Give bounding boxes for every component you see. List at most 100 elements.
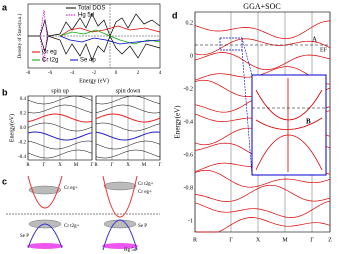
k-label: X	[256, 237, 261, 243]
subplot-title: spin down	[116, 88, 141, 94]
band	[27, 140, 93, 150]
level-label: Cr t2g+	[64, 224, 80, 229]
band	[95, 131, 161, 141]
band	[95, 104, 161, 114]
k-label: R	[193, 237, 197, 243]
x-tick-label: 0	[115, 71, 118, 76]
legend-entry: Hg 5d	[78, 13, 94, 19]
panel-label: d	[172, 10, 178, 20]
k-label: Γ	[111, 163, 114, 168]
band	[194, 20, 331, 39]
annotation: B	[306, 118, 311, 126]
x-label: Energy (eV)	[79, 77, 109, 84]
annotation: A	[312, 36, 317, 44]
y-tick-label: -0.6	[184, 152, 194, 158]
k-label: R	[26, 163, 30, 168]
band	[27, 95, 93, 105]
subplot-title: spin up	[51, 88, 69, 94]
level-label: Cr t2g+	[138, 182, 154, 187]
x-tick-label: 4	[159, 71, 162, 76]
k-label: M	[282, 237, 288, 243]
y-tick-label: 0	[190, 53, 193, 59]
level-label: Se P	[20, 234, 29, 239]
band	[27, 175, 63, 209]
inset-band	[255, 78, 323, 172]
y-tick-label: -0.8	[184, 185, 194, 191]
se-dos	[59, 35, 161, 45]
inset	[251, 74, 327, 176]
y-tick-label: -0.4	[184, 119, 194, 125]
band	[194, 38, 331, 56]
k-label: X	[126, 163, 130, 168]
legend-entry: Total DOS	[78, 6, 105, 12]
y-tick-label: -0.4	[18, 155, 26, 160]
level	[103, 219, 137, 229]
zoom-line	[241, 37, 253, 76]
level-label: Cr eg+	[138, 190, 152, 195]
y-tick-label: -0.2	[184, 86, 194, 92]
band	[194, 52, 331, 70]
total-dos	[28, 13, 161, 61]
k-label: Γ	[159, 163, 162, 168]
level-label: Hg 5d	[124, 248, 137, 253]
chart-title: GGA+SOC	[243, 2, 280, 11]
k-label: Γ	[43, 163, 46, 168]
level	[103, 181, 137, 191]
k-label: Γ	[310, 237, 314, 243]
y-tick-label: -1	[188, 218, 193, 224]
annotation: EF	[320, 47, 328, 53]
cr-eg-dos	[59, 25, 161, 37]
k-label: R	[94, 163, 98, 168]
legend-entry: Cr t2g	[42, 58, 58, 64]
k-label: Γ	[229, 237, 233, 243]
x-tick-label: 2	[137, 71, 140, 76]
y-label: Energy(eV)	[8, 114, 15, 142]
panel-label: b	[2, 87, 8, 97]
band	[27, 131, 93, 141]
band	[95, 140, 161, 150]
panel-label: a	[2, 2, 8, 12]
y-label: Density of States(a.u.)	[18, 13, 23, 58]
x-tick-label: -2	[92, 71, 97, 76]
band	[27, 113, 93, 123]
band	[27, 149, 93, 159]
band	[27, 122, 93, 132]
k-label: M	[142, 163, 147, 168]
x-tick-label: -8	[26, 71, 31, 76]
y-tick-label: 0.4	[20, 97, 27, 102]
band	[27, 223, 63, 249]
band	[194, 66, 331, 85]
x-tick-label: -4	[70, 71, 75, 76]
k-label: Γ	[91, 163, 94, 168]
x-tick-label: -6	[48, 71, 53, 76]
y-tick-label: -0.2	[18, 141, 26, 146]
zoom-box	[219, 37, 243, 51]
band	[27, 104, 93, 114]
band	[194, 200, 331, 218]
y-tick-label: 0.2	[20, 112, 27, 117]
level	[28, 185, 62, 195]
band	[194, 217, 331, 233]
k-label: Z	[328, 237, 332, 243]
panel-label: c	[2, 176, 7, 186]
level	[27, 243, 63, 249]
legend-entry: Cr eg	[42, 50, 57, 56]
hg-dos	[39, 9, 48, 63]
band	[95, 113, 161, 123]
y-label: Energy(eV)	[174, 105, 182, 139]
band	[102, 219, 138, 251]
y-tick-label: 0.0	[20, 126, 27, 131]
band	[194, 169, 331, 188]
legend-entry: Se 4p	[80, 58, 96, 64]
band	[102, 175, 138, 218]
k-label: M	[74, 163, 79, 168]
level-label: Se P	[138, 224, 147, 229]
band	[95, 95, 161, 105]
level-label: Cr eg+	[64, 186, 78, 191]
k-label: X	[58, 163, 62, 168]
y-tick-label: 0.2	[186, 20, 194, 26]
level	[102, 243, 138, 249]
band	[95, 122, 161, 132]
band	[95, 149, 161, 159]
